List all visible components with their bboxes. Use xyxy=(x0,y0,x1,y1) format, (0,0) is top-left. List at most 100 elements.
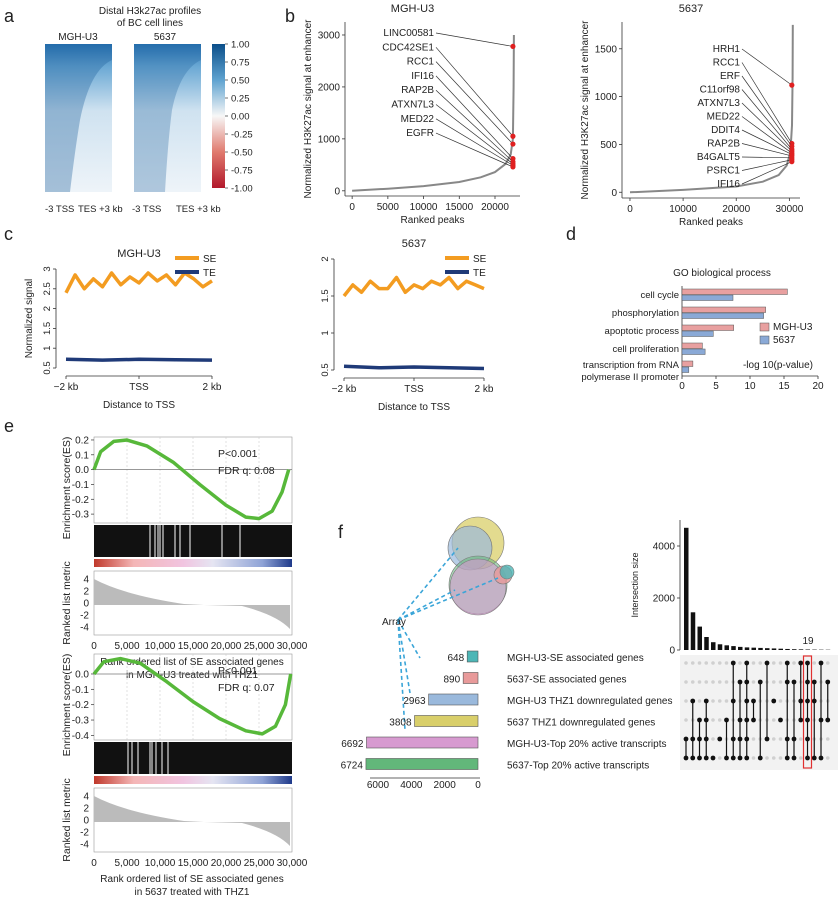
matrix-dot-filled xyxy=(703,736,709,742)
signal-curve xyxy=(352,34,515,192)
matrix-dot-filled xyxy=(791,679,797,685)
matrix-dot-filled xyxy=(744,660,750,666)
intersection-bar xyxy=(798,649,804,650)
gene-label: CDC42SE1 xyxy=(382,42,434,53)
y-tick-label: 2 xyxy=(42,306,53,311)
matrix-dot-empty xyxy=(711,680,715,684)
colorbar-tick-label: 0.50 xyxy=(231,76,250,87)
y-tick-label: 2000 xyxy=(318,82,341,93)
metric-tick-label: 2 xyxy=(83,804,89,815)
y-tick-label: 3 xyxy=(42,266,53,271)
rank-color-bar xyxy=(94,776,292,784)
metric-tick-label: -4 xyxy=(80,623,89,634)
stat-fdr: FDR q: 0.08 xyxy=(218,465,275,477)
series-line-te xyxy=(343,364,485,371)
matrix-dot-empty xyxy=(717,756,722,760)
matrix-dot-filled xyxy=(690,698,696,704)
intersection-bar xyxy=(738,646,743,650)
matrix-dot-filled xyxy=(697,717,702,723)
x-tick-label: 20,000 xyxy=(211,858,242,869)
matrix-dot-empty xyxy=(690,680,695,684)
matrix-dot-empty xyxy=(711,718,715,722)
y-tick-label: 0.0 xyxy=(75,669,89,680)
matrix-dot-empty xyxy=(684,661,688,665)
x-axis-label: Distance to TSS xyxy=(103,400,175,411)
set-bar xyxy=(366,736,479,749)
legend-label: 5637 xyxy=(773,335,796,346)
matrix-dot-empty xyxy=(771,737,776,741)
x-axis-label: Ranked peaks xyxy=(401,215,465,226)
chart-title: 5637 xyxy=(402,238,426,250)
chart-c-5637: 5637 0.5 1 1.5 2 −2 kb TSS 2 kb Distance to TSS S… xyxy=(320,238,494,413)
highlight-point xyxy=(789,82,795,88)
matrix-dot-filled xyxy=(791,736,797,742)
matrix-dot-filled xyxy=(697,755,702,761)
y-tick-label: -0.4 xyxy=(72,731,90,742)
intersection-bar xyxy=(724,645,729,650)
go-bar-mgh-u3 xyxy=(681,324,734,331)
go-bar-5637 xyxy=(681,348,706,355)
matrix-dot-filled xyxy=(737,755,743,761)
matrix-dot-empty xyxy=(751,756,756,760)
matrix-dot-filled xyxy=(751,717,756,723)
gene-leader-line xyxy=(741,116,793,154)
panel-letter-b: b xyxy=(285,6,295,26)
matrix-dot-filled xyxy=(811,679,817,685)
matrix-dot-empty xyxy=(798,737,803,741)
matrix-dot-empty xyxy=(771,756,776,760)
heatmap-title-line1: Distal H3k27ac profiles xyxy=(99,6,201,17)
matrix-dot-filled xyxy=(697,736,702,742)
intersection-bar xyxy=(697,626,702,650)
go-category-label: phosphorylation xyxy=(612,308,679,319)
legend-label: SE xyxy=(203,254,217,265)
matrix-dot-filled xyxy=(805,717,810,723)
y-tick-label: 0 xyxy=(611,188,617,199)
intersection-bar xyxy=(744,647,750,650)
set-axis-tick: 4000 xyxy=(400,780,423,791)
gene-label: MED22 xyxy=(401,114,435,125)
set-bar xyxy=(414,715,479,727)
heatmap-col-label-5637: 5637 xyxy=(154,32,177,43)
es-curve xyxy=(92,438,291,521)
metric-positive-area xyxy=(94,796,204,822)
matrix-dot-filled xyxy=(764,736,770,742)
x-tick-label: TSS xyxy=(404,384,424,395)
go-category-label: cell cycle xyxy=(640,290,679,301)
go-bar-5637 xyxy=(681,330,714,337)
hit-band xyxy=(94,525,292,557)
y-tick-label: 2 xyxy=(320,256,331,261)
set-axis-tick: 6000 xyxy=(367,780,390,791)
matrix-dot-filled xyxy=(724,717,729,723)
stat-pvalue: P<0.001 xyxy=(218,665,258,677)
heatmap-5637-signal xyxy=(134,44,201,192)
matrix-dot-empty xyxy=(825,737,830,741)
es-axis-label: Enrichment score(ES) xyxy=(61,654,73,757)
matrix-dot-filled xyxy=(757,679,763,685)
gene-label: C11orf98 xyxy=(700,85,741,96)
y-tick-label: 1500 xyxy=(595,44,618,55)
matrix-dot-filled xyxy=(784,755,790,761)
go-bar-mgh-u3 xyxy=(681,288,788,295)
legend-label: TE xyxy=(203,268,216,279)
matrix-dot-filled xyxy=(683,755,689,761)
metric-tick-label: 0 xyxy=(83,599,89,610)
gene-label: RCC1 xyxy=(713,58,741,69)
panel-letter-e: e xyxy=(4,416,14,436)
metric-axis-label: Ranked list metric xyxy=(61,561,73,644)
matrix-dot-filled xyxy=(798,698,804,704)
matrix-dot-empty xyxy=(684,680,688,684)
y-tick-label: 2.5 xyxy=(42,282,53,295)
set-name: MGH-U3-Top 20% active transcripts xyxy=(507,739,667,750)
x-tick-label: 10,000 xyxy=(145,858,176,869)
matrix-dot-filled xyxy=(791,755,797,761)
gene-label: B4GALT5 xyxy=(697,152,741,163)
x-tick-label: 15 xyxy=(778,381,790,392)
y-tick-label: -0.1 xyxy=(72,685,90,696)
gene-leader-line xyxy=(741,159,792,171)
matrix-dot-empty xyxy=(751,680,756,684)
series-line-se xyxy=(342,275,485,298)
matrix-dot-empty xyxy=(751,661,756,665)
x-tick-label: 0 xyxy=(91,858,97,869)
